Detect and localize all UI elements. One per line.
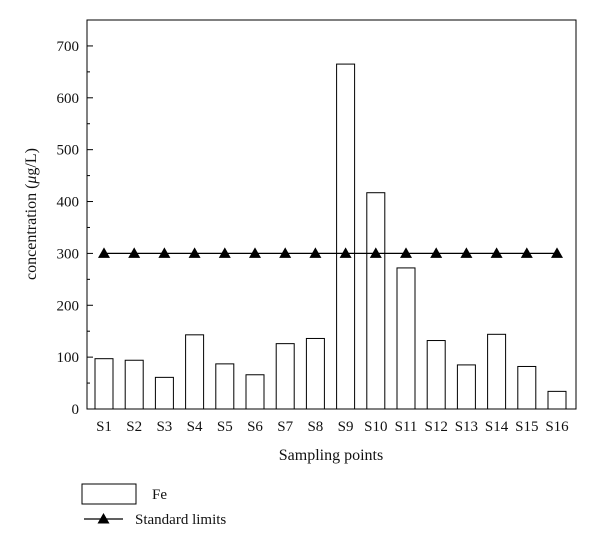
x-axis-ticks: S1 S2 S3 S4 S5 S6 S7 S8 S9 S10 S11 S12 S13 S14 S15 S16 xyxy=(96,404,569,435)
x-tick-label: S16 xyxy=(545,419,569,435)
x-axis-title: Sampling points xyxy=(279,447,383,464)
bar-s7 xyxy=(275,343,295,410)
bar-s11 xyxy=(396,267,416,410)
x-tick-label: S10 xyxy=(364,419,387,435)
y-tick-label: 500 xyxy=(57,143,80,159)
bar-s8 xyxy=(305,337,325,410)
y-axis-ticks: 0 100 200 300 400 500 600 700 xyxy=(57,39,93,418)
x-tick-label: S5 xyxy=(217,419,233,435)
x-tick-label: S2 xyxy=(126,419,142,435)
standard-limits-marker xyxy=(249,247,261,258)
x-tick-label: S14 xyxy=(485,419,509,435)
y-tick-label: 700 xyxy=(57,39,80,55)
standard-limits-marker xyxy=(369,247,382,258)
legend-item-standard-limits: Standard limits xyxy=(84,512,226,528)
bar-s13 xyxy=(456,364,476,410)
x-tick-label: S3 xyxy=(156,419,172,435)
x-tick-label: S7 xyxy=(277,419,293,435)
standard-limits-marker xyxy=(339,247,352,258)
standard-limits-marker xyxy=(490,247,503,258)
standard-limits-marker xyxy=(309,247,322,258)
legend-swatch-fe xyxy=(81,483,137,505)
bar-s14 xyxy=(487,333,507,410)
x-tick-label: S8 xyxy=(307,419,323,435)
bar-s10 xyxy=(366,192,386,410)
legend: Fe Standard limits xyxy=(81,483,226,528)
bar-s9 xyxy=(336,63,356,410)
standard-limits-marker xyxy=(98,247,110,258)
standard-limits-marker xyxy=(551,247,563,258)
legend-label-standard-limits: Standard limits xyxy=(135,512,226,528)
line-series-standard-limits xyxy=(98,247,563,258)
x-tick-label: S6 xyxy=(247,419,263,435)
bar-s12 xyxy=(426,340,446,410)
legend-marker-triangle xyxy=(97,513,110,524)
bar-s6 xyxy=(245,374,265,410)
standard-limits-marker xyxy=(520,247,533,258)
y-tick-label: 600 xyxy=(57,91,80,107)
x-tick-label: S13 xyxy=(455,419,478,435)
x-tick-label: S12 xyxy=(425,419,448,435)
standard-limits-marker xyxy=(188,247,201,258)
x-tick-label: S15 xyxy=(515,419,538,435)
standard-limits-marker xyxy=(158,247,171,258)
bar-s15 xyxy=(517,365,537,410)
bar-s4 xyxy=(185,334,205,410)
y-tick-label: 400 xyxy=(57,195,80,211)
x-tick-label: S4 xyxy=(187,419,203,435)
bar-s3 xyxy=(154,376,174,410)
x-tick-label: S9 xyxy=(338,419,354,435)
y-tick-label: 100 xyxy=(57,350,80,366)
y-tick-label: 300 xyxy=(57,246,80,262)
standard-limits-marker xyxy=(460,247,473,258)
bar-series-fe xyxy=(94,63,567,410)
y-tick-label: 0 xyxy=(72,402,80,418)
legend-item-fe: Fe xyxy=(81,483,167,505)
standard-limits-marker xyxy=(400,247,412,258)
bar-s2 xyxy=(124,359,144,410)
standard-limits-marker xyxy=(430,247,443,258)
standard-limits-marker xyxy=(218,247,231,258)
standard-limits-marker xyxy=(279,247,292,258)
bar-s16 xyxy=(547,390,567,410)
standard-limits-marker xyxy=(128,247,141,258)
y-axis-title: concentration (μg/L) xyxy=(23,148,40,280)
x-tick-label: S11 xyxy=(395,419,418,435)
bar-s1 xyxy=(94,358,114,410)
bar-s5 xyxy=(215,363,235,410)
y-tick-label: 200 xyxy=(57,298,80,314)
x-tick-label: S1 xyxy=(96,419,112,435)
legend-label-fe: Fe xyxy=(152,487,167,503)
plot-frame xyxy=(86,19,577,410)
